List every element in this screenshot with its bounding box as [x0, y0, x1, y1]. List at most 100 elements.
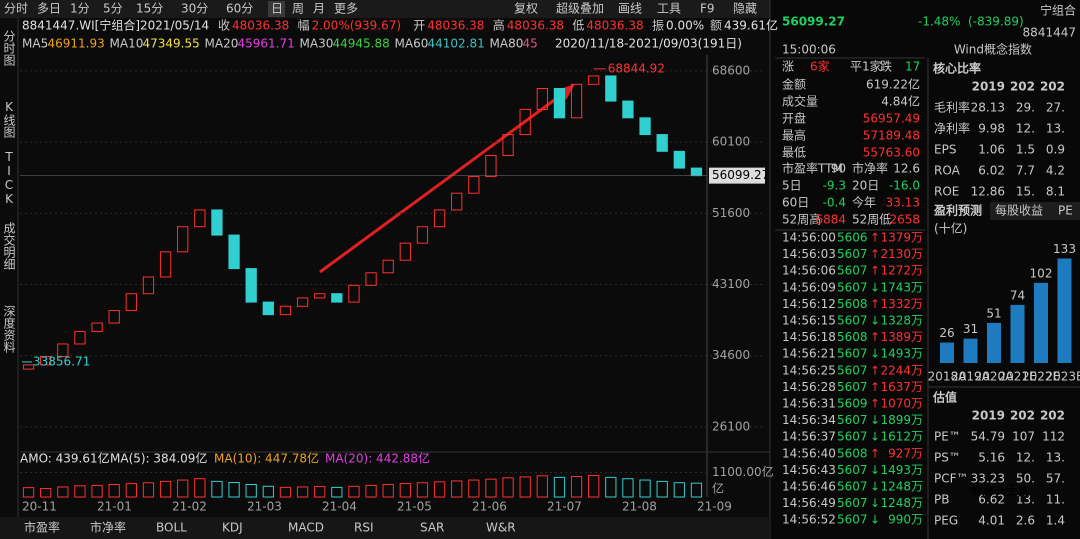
candle-body — [622, 100, 634, 119]
candle-body — [108, 309, 120, 324]
volume-bar — [211, 480, 223, 498]
stat-value: -9.3 — [823, 179, 846, 193]
period-tab[interactable]: 日 — [271, 2, 283, 16]
volume-bar — [348, 485, 360, 498]
side-tab[interactable]: 分时图 — [2, 30, 16, 66]
volume-bar — [228, 482, 240, 498]
candle-body — [588, 75, 600, 85]
quote-label: 收 — [218, 19, 230, 33]
indicator-tab[interactable]: KDJ — [222, 521, 243, 535]
period-tab[interactable]: 分时 — [4, 2, 28, 16]
forecast-tab[interactable]: 每股收益 — [995, 203, 1043, 218]
side-tab[interactable]: 成交明细 — [2, 222, 16, 270]
tool-button[interactable]: 复权 — [514, 2, 538, 16]
stat-label: 今年 — [852, 195, 876, 210]
period-tab[interactable]: 30分 — [181, 2, 208, 16]
min-label: 33856.71 — [33, 354, 90, 368]
row-label: PCF™ — [934, 472, 969, 486]
year-header: 202 — [1040, 409, 1065, 423]
candle-body — [40, 356, 52, 366]
tick-dir: ↓ — [870, 480, 880, 494]
tick-volume: 1612万 — [880, 430, 923, 444]
indicator-tab[interactable]: BOLL — [156, 521, 187, 535]
table-value: 1.5 — [1016, 143, 1035, 157]
side-tab[interactable]: K线图 — [2, 100, 16, 138]
indicator-tab[interactable]: MACD — [288, 521, 324, 535]
candle-body — [57, 343, 69, 358]
volume-bar — [690, 482, 703, 498]
forecast-bar — [987, 322, 1001, 363]
candle-body — [382, 259, 394, 274]
stat-value: 619.22亿 — [866, 77, 920, 92]
tool-button[interactable]: 隐藏 — [733, 2, 757, 16]
volume-bar — [74, 485, 86, 498]
candle-body — [399, 242, 411, 261]
tool-button[interactable]: 超级叠加 — [556, 1, 604, 16]
tick-volume: 1637万 — [880, 380, 923, 394]
tick-volume: 1070万 — [880, 397, 923, 411]
tick-volume: 1248万 — [880, 496, 923, 510]
year-header: 202 — [1010, 409, 1035, 423]
year-header: 202 — [1040, 80, 1065, 94]
forecast-tab[interactable]: PE — [1058, 204, 1073, 218]
period-tab[interactable]: 60分 — [226, 2, 253, 16]
tool-button[interactable]: F9 — [700, 2, 715, 16]
indicator-tab[interactable]: 市盈率 — [24, 520, 60, 535]
period-tab[interactable]: 月 — [313, 2, 325, 16]
period-tab[interactable]: 15分 — [136, 2, 163, 16]
forecast-tab[interactable]: 盈利预测 — [933, 203, 982, 218]
quote-value: 48036.38 — [586, 19, 643, 33]
indicator-tab[interactable]: SAR — [420, 521, 444, 535]
x-tick-label: 2019A — [951, 370, 991, 384]
index-change-abs: (-839.89) — [968, 15, 1024, 29]
tick-volume: 1248万 — [880, 480, 923, 494]
x-tick-label: 2018A — [928, 370, 968, 384]
bar-value: 51 — [986, 306, 1001, 320]
volume-bar — [40, 488, 52, 498]
volume-bar — [399, 483, 411, 498]
candle-body — [605, 75, 617, 102]
side-tab[interactable]: 深度资料 — [2, 305, 16, 353]
table-value: 29. — [1016, 101, 1035, 115]
tool-button[interactable]: 工具 — [657, 2, 681, 16]
tick-dir: ↓ — [870, 430, 880, 444]
table-value: 13. — [1016, 493, 1035, 507]
y-tick-label: 51600 — [712, 206, 750, 220]
bar-value: 102 — [1030, 266, 1053, 280]
breadth-label: 平 — [850, 60, 862, 74]
stat-value: 55763.60 — [863, 146, 920, 160]
tick-price: 5607 — [837, 280, 868, 294]
period-tab[interactable]: 1分 — [70, 2, 90, 16]
period-tab[interactable]: 5分 — [103, 2, 123, 16]
quote-label: 幅 — [298, 18, 310, 33]
tick-volume: 1493万 — [880, 463, 923, 477]
breadth-value: 6家 — [810, 59, 830, 74]
indicator-tab[interactable]: RSI — [354, 521, 374, 535]
candle-body — [331, 293, 343, 303]
tab-bg — [990, 202, 1080, 220]
indicator-tab[interactable]: 市净率 — [90, 520, 126, 535]
tick-dir: ↑ — [870, 446, 880, 460]
candle-body — [570, 83, 583, 119]
period-tab[interactable]: 多日 — [37, 2, 61, 16]
side-tab[interactable]: TICK — [2, 150, 16, 206]
ma-value: 47349.55 — [143, 37, 200, 51]
volume-bar — [57, 486, 69, 498]
candle-body — [502, 134, 514, 157]
table-value: 50. — [1016, 472, 1035, 486]
volume-bar — [673, 482, 685, 498]
volume-bar — [433, 481, 446, 498]
y-tick-label: 60100 — [712, 135, 750, 149]
tick-time: 14:56:28 — [782, 380, 836, 394]
forecast-bar — [963, 338, 978, 363]
table-value: 7.7 — [1016, 164, 1035, 178]
tool-button[interactable]: 画线 — [618, 2, 642, 16]
section-title: 估值 — [932, 390, 957, 405]
period-tab[interactable]: 周 — [292, 2, 304, 16]
candle-body — [365, 272, 377, 286]
tick-dir: ↓ — [870, 496, 880, 510]
period-tab[interactable]: 更多 — [334, 2, 358, 16]
quote-value: 0.00% — [666, 19, 704, 33]
indicator-tab[interactable]: W&R — [486, 521, 516, 535]
